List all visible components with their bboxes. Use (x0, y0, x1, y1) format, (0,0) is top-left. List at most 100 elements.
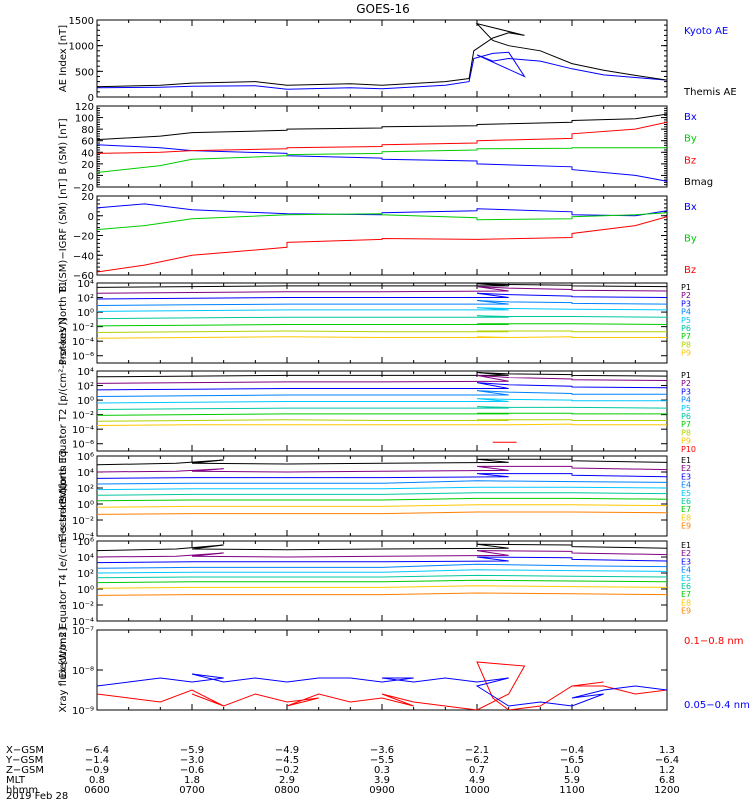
series-line-p4 (97, 300, 667, 306)
legend-entry-by: By (684, 234, 697, 245)
y-tick-label: 10⁴ (77, 553, 94, 564)
legend-entry-p4: P4 (681, 396, 691, 405)
legend-entry-p4: P4 (681, 308, 691, 317)
x-axis-value: −6.4 (655, 755, 679, 766)
y-tick-label: 0 (88, 212, 94, 223)
y-tick-label: −20 (73, 232, 94, 243)
y-tick-label: 10⁻² (72, 411, 94, 422)
series-line-p7 (97, 323, 667, 327)
series-line-themis-ae (97, 22, 667, 88)
panel-3: −60 −40 −20 0 20 B (SM)−IGRF (SM) [nT] Bx By Bz (58, 178, 697, 292)
x-row-label-x-gsm: X−GSM (6, 745, 44, 756)
legend-entry-e1: E1 (681, 456, 691, 465)
y-tick-label: −40 (73, 251, 94, 262)
y-tick-label: 10⁻⁶ (72, 352, 94, 363)
legend-entry-0-1-0-8-nm: 0.1−0.8 nm (684, 636, 743, 647)
series-line-e1 (97, 458, 667, 466)
legend-entry-e2: E2 (681, 464, 691, 473)
x-axis-value: 4.9 (469, 775, 485, 786)
y-tick-label: 0 (88, 93, 94, 104)
x-axis-value: 2.9 (279, 775, 295, 786)
panel-5: 10⁻⁶ 10⁻⁴ 10⁻² 10⁰ 10² 10⁴ Protons Equator T2 … (58, 318, 696, 505)
y-tick-label: 10⁻⁴ (72, 337, 94, 348)
x-axis-value: −4.5 (275, 755, 299, 766)
y-axis-label: Electrons North T3 (58, 449, 69, 542)
series-line-0-05-0-4-nm (97, 673, 667, 707)
series-line-bz (97, 121, 667, 154)
y-axis-label: Protons Equator T2 [p/(cm²-s-sr-keV)] (58, 318, 69, 505)
legend-entry-e1: E1 (681, 541, 691, 550)
y-tick-label: 10⁻⁴ (72, 617, 94, 628)
legend-entry-0-05-0-4-nm: 0.05−0.4 nm (684, 700, 750, 711)
legend-entry-e7: E7 (681, 505, 691, 514)
y-tick-label: −60 (73, 271, 94, 282)
y-tick-label: 10⁰ (77, 585, 94, 596)
legend-entry-p8: P8 (681, 340, 691, 349)
y-axis-label: B (SM) [nT] (58, 118, 69, 174)
y-tick-label: 1000 (69, 42, 94, 53)
y-tick-label: 10⁴ (77, 468, 94, 479)
y-tick-label: 80 (81, 125, 94, 136)
legend-entry-e4: E4 (681, 481, 691, 490)
y-axis-label: Electrons Equator T4 [e/(cm²-s-sr-keV)] (58, 483, 69, 678)
x-axis-value: −3.6 (370, 745, 394, 756)
y-axis-label: AE Index [nT] (58, 25, 69, 92)
x-axis-value: −6.4 (85, 745, 109, 756)
legend-entry-e9: E9 (681, 522, 691, 531)
figure-title: GOES-16 (356, 2, 410, 16)
legend-entry-p6: P6 (681, 324, 691, 333)
series-line-bz (97, 216, 667, 273)
series-line-p1 (97, 283, 667, 288)
legend-entry-p1: P1 (681, 371, 691, 380)
y-tick-label: 40 (81, 148, 94, 159)
x-axis-value: −5.5 (370, 755, 394, 766)
legend-entry-p2: P2 (681, 291, 691, 300)
series-line-e1 (97, 543, 667, 552)
series-line-p5 (97, 398, 667, 404)
legend-entry-e5: E5 (681, 574, 691, 583)
x-axis-value: −0.6 (180, 765, 204, 776)
legend-entry-bz: Bz (684, 265, 696, 276)
series-line-p8 (97, 419, 667, 422)
y-tick-label: 10⁻² (72, 323, 94, 334)
x-axis-value: −6.2 (465, 755, 489, 766)
y-tick-label: 10⁻⁴ (72, 425, 94, 436)
series-line-p8 (97, 330, 667, 333)
legend-entry-e7: E7 (681, 590, 691, 599)
series-line-bmag (97, 113, 667, 141)
x-axis-value: 6.8 (659, 775, 675, 786)
x-axis-value: −4.9 (275, 745, 299, 756)
x-axis-value: 3.9 (374, 775, 390, 786)
legend-entry-p7: P7 (681, 332, 691, 341)
x-axis-value: 0900 (369, 785, 394, 796)
x-axis-value: 1.0 (564, 765, 580, 776)
y-tick-label: 10⁻² (72, 516, 94, 527)
y-tick-label: 10⁶ (77, 452, 94, 463)
x-axis-value: 5.9 (564, 775, 580, 786)
series-line-e7 (97, 579, 667, 584)
series-line-p2 (97, 374, 667, 384)
y-tick-label: 100 (75, 114, 94, 125)
series-line-p7 (97, 412, 667, 416)
y-tick-label: 120 (75, 102, 94, 113)
y-tick-label: 10⁰ (77, 500, 94, 511)
y-tick-label: 20 (81, 192, 94, 203)
y-tick-label: 10⁴ (77, 367, 94, 378)
series-line-e4 (97, 480, 667, 485)
y-tick-label: 10² (77, 569, 94, 580)
x-axis-value: −2.1 (465, 745, 489, 756)
y-axis-label: Protons North T1 (58, 281, 69, 365)
series-line-e5 (97, 569, 667, 574)
x-row-label-y-gsm: Y−GSM (5, 755, 43, 766)
y-tick-label: 10⁻⁷ (72, 626, 94, 637)
legend-entry-e2: E2 (681, 549, 691, 558)
legend-entry-p6: P6 (681, 412, 691, 421)
x-axis-value: 0600 (84, 785, 109, 796)
x-axis-value: 0800 (274, 785, 299, 796)
legend-entry-e6: E6 (681, 497, 691, 506)
series-line-by (97, 147, 667, 173)
x-axis-value: 1100 (559, 785, 584, 796)
